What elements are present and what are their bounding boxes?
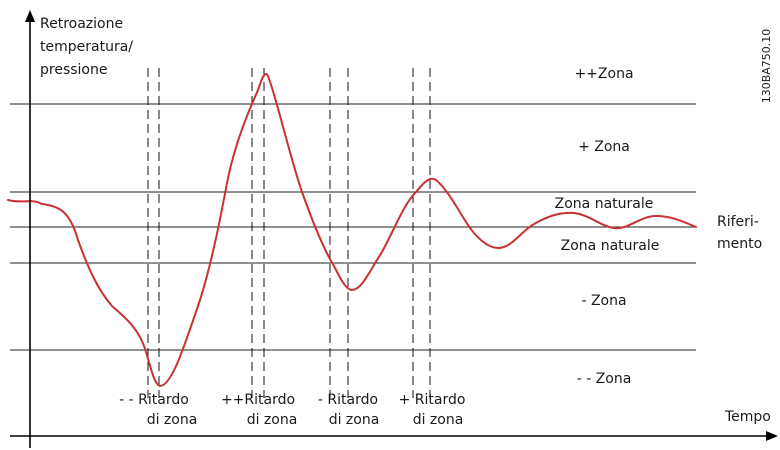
delay-label-pp-line-1: ++Ritardo — [221, 392, 295, 408]
delay-label-p-line-1: + Ritardo — [399, 392, 466, 408]
delay-label-m-line-2: di zona — [329, 412, 380, 428]
y-axis-arrow — [25, 10, 35, 22]
x-axis-label: Tempo — [724, 409, 771, 425]
zone-label-m: - Zona — [581, 293, 626, 309]
zone-label-pp: ++Zona — [574, 66, 633, 82]
reference-label-line-1: Riferi- — [717, 214, 759, 230]
zone-label-mm: - - Zona — [577, 371, 632, 387]
reference-label-line-2: mento — [717, 236, 762, 252]
zone-label-natural-upper: Zona naturale — [555, 196, 654, 212]
delay-label-mm-line-1: - - Ritardo — [119, 392, 189, 408]
delay-label-m-line-1: - Ritardo — [318, 392, 378, 408]
delay-label-pp-line-2: di zona — [247, 412, 298, 428]
zone-label-p: + Zona — [578, 139, 630, 155]
delay-lines — [147, 68, 431, 398]
delay-label-mm-line-2: di zona — [147, 412, 198, 428]
y-axis-label-line-2: temperatura/ — [40, 39, 133, 55]
zone-label-natural-lower: Zona naturale — [561, 238, 660, 254]
x-axis-arrow — [766, 431, 778, 441]
figure-code: 130BA750.10 — [760, 29, 773, 104]
y-axis-label-line-3: pressione — [40, 62, 107, 78]
delay-label-p-line-2: di zona — [413, 412, 464, 428]
y-axis-label-line-1: Retroazione — [40, 16, 123, 32]
feedback-curve — [7, 72, 697, 387]
